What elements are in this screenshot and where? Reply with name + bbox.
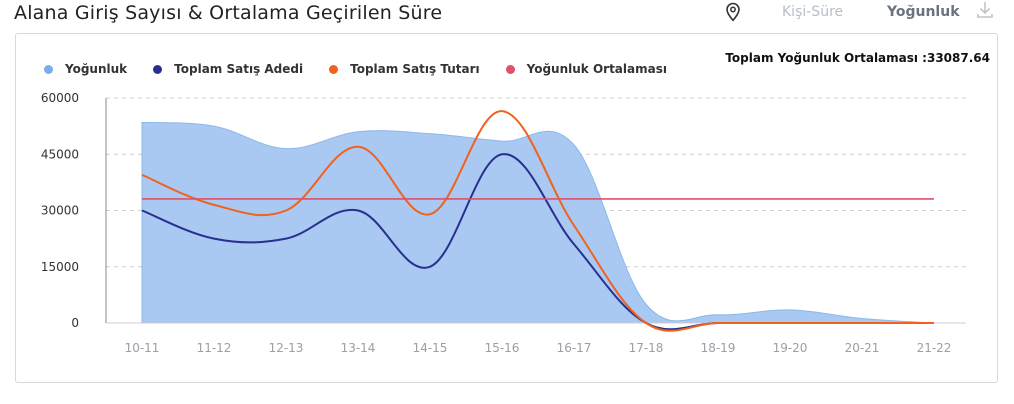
x-tick-label: 15-16 [485,341,520,355]
legend-item-yogunluk-ortalamasi[interactable]: Yoğunluk Ortalaması [505,62,667,76]
legend-dot [153,64,163,74]
series-line-toplam-sat-tutar- [141,110,934,332]
x-tick-label: 18-19 [701,341,736,355]
legend-label: Toplam Satış Adedi [174,62,304,76]
y-tick-label: 45000 [41,147,79,161]
kisi-sure-button[interactable]: Kişi-Süre [782,4,844,20]
chart-legend: Yoğunluk Toplam Satış Adedi Toplam Satış… [44,62,693,76]
download-icon[interactable] [975,0,995,20]
x-tick-label: 19-20 [773,341,808,355]
x-tick-label: 10-11 [125,341,160,355]
yogunluk-button[interactable]: Yoğunluk [887,4,960,20]
y-tick-label: 30000 [41,204,79,218]
x-tick-label: 16-17 [557,341,592,355]
legend-item-satis-adedi[interactable]: Toplam Satış Adedi [153,62,303,76]
chart-title: Alana Giriş Sayısı & Ortalama Geçirilen … [14,2,443,24]
legend-label: Yoğunluk Ortalaması [526,62,667,76]
legend-dot [505,64,515,74]
x-tick-label: 13-14 [341,341,376,355]
legend-dot [329,64,339,74]
location-pin-icon[interactable] [724,2,742,22]
legend-item-yogunluk[interactable]: Yoğunluk [44,62,127,76]
legend-label: Toplam Satış Tutarı [350,62,480,76]
y-tick-label: 0 [71,316,79,330]
x-tick-label: 17-18 [629,341,664,355]
x-tick-label: 20-21 [845,341,880,355]
legend-label: Yoğunluk [65,62,128,76]
legend-dot [44,64,53,74]
y-tick-label: 15000 [41,260,79,274]
y-tick-label: 60000 [41,91,79,105]
series-area-yo-unluk [141,121,935,324]
x-tick-label: 11-12 [197,341,232,355]
x-tick-label: 12-13 [269,341,304,355]
average-label: Toplam Yoğunluk Ortalaması :33087.64 [725,51,990,65]
x-tick-label: 14-15 [413,341,448,355]
x-tick-label: 21-22 [917,341,952,355]
legend-item-satis-tutari[interactable]: Toplam Satış Tutarı [329,62,480,76]
